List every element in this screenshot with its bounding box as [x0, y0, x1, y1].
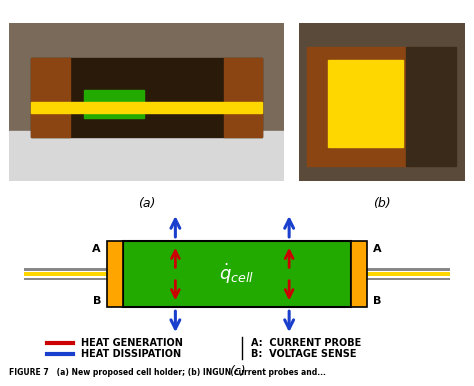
Bar [84, 90, 144, 118]
Text: B: B [373, 296, 382, 306]
Text: B:  VOLTAGE SENSE: B: VOLTAGE SENSE [251, 349, 357, 359]
Text: A: A [92, 244, 101, 254]
Text: FIGURE 7   (a) New proposed cell holder; (b) INGUN current probes and...: FIGURE 7 (a) New proposed cell holder; (… [9, 368, 327, 377]
Text: (b): (b) [373, 197, 391, 210]
Bar [406, 47, 456, 166]
Bar [328, 59, 403, 147]
Bar [123, 241, 351, 307]
Bar [107, 241, 123, 307]
Bar [224, 58, 263, 137]
Text: A:  CURRENT PROBE: A: CURRENT PROBE [251, 337, 362, 347]
Bar [367, 272, 450, 276]
Text: (a): (a) [138, 197, 155, 210]
Bar [9, 131, 284, 181]
Bar [24, 278, 107, 279]
Bar [24, 272, 107, 276]
Text: (c): (c) [228, 366, 246, 378]
Text: $\dot{q}_{cell}$: $\dot{q}_{cell}$ [219, 262, 255, 286]
Text: A: A [373, 244, 382, 254]
Bar [24, 269, 107, 271]
Bar [307, 47, 415, 166]
Bar [31, 58, 70, 137]
Bar [351, 241, 367, 307]
Bar [367, 269, 450, 271]
Text: HEAT GENERATION: HEAT GENERATION [81, 337, 182, 347]
Bar [31, 102, 263, 113]
Bar [31, 58, 263, 137]
Text: B: B [92, 296, 101, 306]
Text: HEAT DISSIPATION: HEAT DISSIPATION [81, 349, 181, 359]
Bar [367, 278, 450, 279]
